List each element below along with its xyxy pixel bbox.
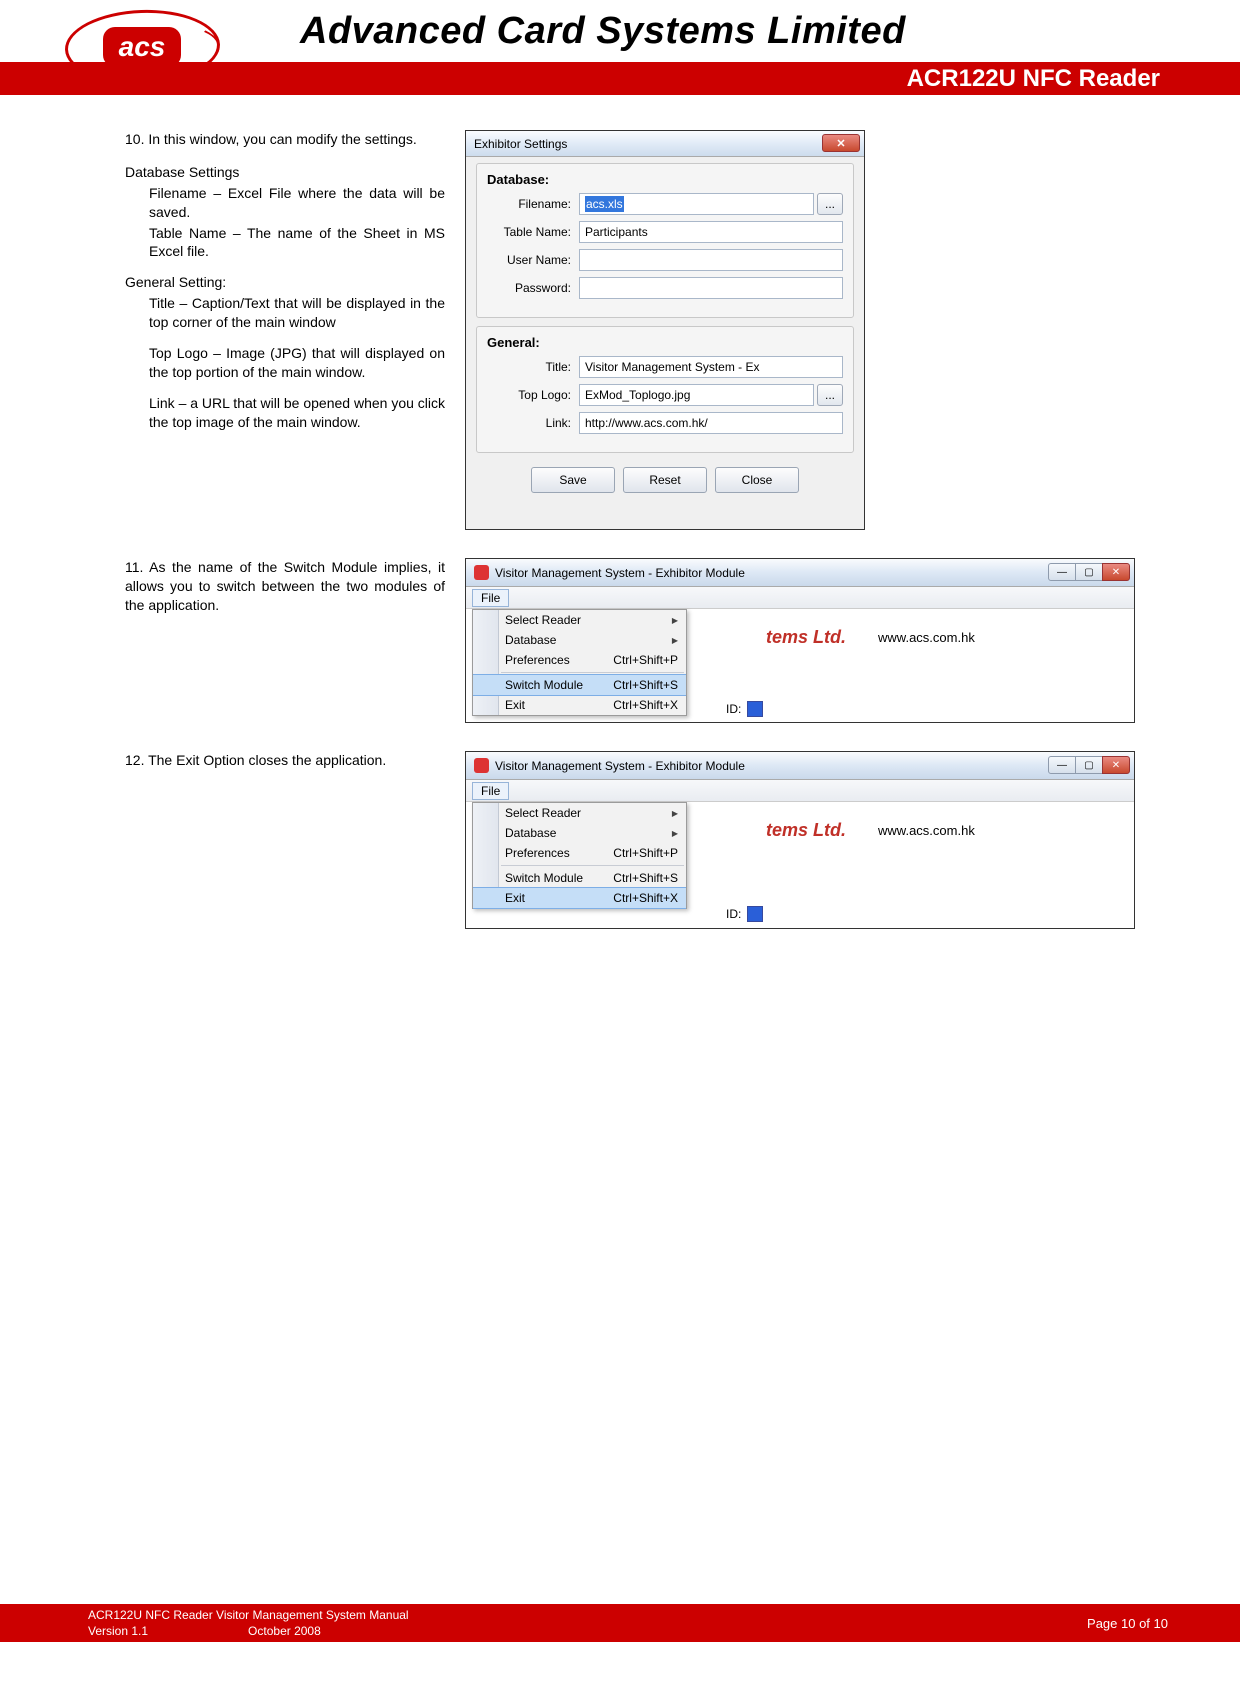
window-close-button[interactable]: ✕ <box>822 134 860 152</box>
company-url: www.acs.com.hk <box>878 823 975 838</box>
page-number: Page 10 of 10 <box>1087 1616 1168 1631</box>
close-window-button[interactable]: ✕ <box>1102 756 1130 774</box>
menu-bar-2: File <box>466 780 1134 802</box>
menu-switch-module[interactable]: Switch ModuleCtrl+Shift+S <box>473 868 686 888</box>
company-url: www.acs.com.hk <box>878 630 975 645</box>
switch-module-screenshot: Visitor Management System - Exhibitor Mo… <box>465 558 1135 723</box>
close-button[interactable]: Close <box>715 467 799 493</box>
step-10-text: 10. In this window, you can modify the s… <box>125 130 445 530</box>
password-input[interactable] <box>579 277 843 299</box>
menu-exit[interactable]: ExitCtrl+Shift+X <box>473 695 686 715</box>
step-12-row: 12. The Exit Option closes the applicati… <box>125 751 1137 929</box>
step-11-row: 11. As the name of the Switch Module imp… <box>125 558 1137 723</box>
step-12-para: 12. The Exit Option closes the applicati… <box>125 751 445 770</box>
header-bar: ACR122U NFC Reader <box>0 62 1240 95</box>
company-name: Advanced Card Systems Limited <box>300 10 906 53</box>
toplogo-input[interactable]: ExMod_Toplogo.jpg <box>579 384 814 406</box>
password-label: Password: <box>487 281 579 295</box>
page-header: acs Advanced Card Systems Limited ACR122… <box>0 0 1240 95</box>
step-12-text: 12. The Exit Option closes the applicati… <box>125 751 445 929</box>
db-tablename-desc: Table Name – The name of the Sheet in MS… <box>125 224 445 262</box>
exhibitor-settings-screenshot: Exhibitor Settings ✕ Database: Filename:… <box>465 130 865 530</box>
minimize-button[interactable]: — <box>1048 756 1076 774</box>
file-menu-2[interactable]: File <box>472 782 509 800</box>
exit-screenshot: Visitor Management System - Exhibitor Mo… <box>465 751 1135 929</box>
id-box-icon <box>747 701 763 717</box>
id-box-icon <box>747 906 763 922</box>
vms-titlebar-2: Visitor Management System - Exhibitor Mo… <box>466 752 1134 780</box>
gen-settings-heading: General Setting: <box>125 273 445 292</box>
database-group-label: Database: <box>487 172 843 187</box>
menu-select-reader[interactable]: Select Reader▶ <box>473 803 686 823</box>
chevron-right-icon: ▶ <box>672 829 678 838</box>
maximize-button[interactable]: ▢ <box>1075 563 1103 581</box>
general-group-label: General: <box>487 335 843 350</box>
page-footer: ACR122U NFC Reader Visitor Management Sy… <box>0 1604 1240 1642</box>
step-10-intro: 10. In this window, you can modify the s… <box>125 130 445 149</box>
username-input[interactable] <box>579 249 843 271</box>
toplogo-browse-button[interactable]: ... <box>817 384 843 406</box>
general-group: General: Title: Visitor Management Syste… <box>476 326 854 453</box>
company-partial: tems Ltd. <box>766 820 846 841</box>
gen-logo-desc: Top Logo – Image (JPG) that will display… <box>125 344 445 382</box>
menu-bar: File <box>466 587 1134 609</box>
database-group: Database: Filename: acs.xls ... Table Na… <box>476 163 854 318</box>
file-dropdown-2: Select Reader▶ Database▶ PreferencesCtrl… <box>472 802 687 909</box>
menu-preferences[interactable]: PreferencesCtrl+Shift+P <box>473 650 686 670</box>
footer-date: October 2008 <box>248 1624 321 1638</box>
tablename-label: Table Name: <box>487 225 579 239</box>
header-right-2: tems Ltd. www.acs.com.hk <box>766 820 975 841</box>
chevron-right-icon: ▶ <box>672 616 678 625</box>
vms-titlebar: Visitor Management System - Exhibitor Mo… <box>466 559 1134 587</box>
id-field-2: ID: <box>726 906 763 922</box>
company-partial: tems Ltd. <box>766 627 846 648</box>
vms-window-title-2: Visitor Management System - Exhibitor Mo… <box>495 759 745 773</box>
filename-label: Filename: <box>487 197 579 211</box>
id-field: ID: <box>726 701 763 717</box>
footer-version: Version 1.1 <box>88 1624 148 1638</box>
button-row: Save Reset Close <box>476 461 854 493</box>
footer-title: ACR122U NFC Reader Visitor Management Sy… <box>88 1608 409 1622</box>
chevron-right-icon: ▶ <box>672 809 678 818</box>
tablename-input[interactable]: Participants <box>579 221 843 243</box>
filename-browse-button[interactable]: ... <box>817 193 843 215</box>
menu-select-reader[interactable]: Select Reader▶ <box>473 610 686 630</box>
gen-title-desc: Title – Caption/Text that will be displa… <box>125 294 445 332</box>
maximize-button[interactable]: ▢ <box>1075 756 1103 774</box>
vms-window-title: Visitor Management System - Exhibitor Mo… <box>495 566 745 580</box>
file-dropdown: Select Reader▶ Database▶ PreferencesCtrl… <box>472 609 687 716</box>
page-content: 10. In this window, you can modify the s… <box>125 130 1137 957</box>
gen-link-desc: Link – a URL that will be opened when yo… <box>125 394 445 432</box>
chevron-right-icon: ▶ <box>672 636 678 645</box>
username-label: User Name: <box>487 253 579 267</box>
filename-input[interactable]: acs.xls <box>579 193 814 215</box>
menu-preferences[interactable]: PreferencesCtrl+Shift+P <box>473 843 686 863</box>
window-title: Exhibitor Settings <box>474 137 567 151</box>
db-filename-desc: Filename – Excel File where the data wil… <box>125 184 445 222</box>
step-10-row: 10. In this window, you can modify the s… <box>125 130 1137 530</box>
file-menu[interactable]: File <box>472 589 509 607</box>
window-titlebar: Exhibitor Settings ✕ <box>466 131 864 157</box>
save-button[interactable]: Save <box>531 467 615 493</box>
app-icon <box>474 758 489 773</box>
menu-database[interactable]: Database▶ <box>473 630 686 650</box>
reset-button[interactable]: Reset <box>623 467 707 493</box>
logo-text: acs <box>103 27 182 67</box>
step-11-para: 11. As the name of the Switch Module imp… <box>125 558 445 615</box>
toplogo-label: Top Logo: <box>487 388 579 402</box>
step-11-text: 11. As the name of the Switch Module imp… <box>125 558 445 723</box>
db-settings-heading: Database Settings <box>125 163 445 182</box>
menu-exit-hl[interactable]: ExitCtrl+Shift+X <box>473 887 686 909</box>
product-title: ACR122U NFC Reader <box>907 65 1160 93</box>
minimize-button[interactable]: — <box>1048 563 1076 581</box>
title-input[interactable]: Visitor Management System - Ex <box>579 356 843 378</box>
link-input[interactable]: http://www.acs.com.hk/ <box>579 412 843 434</box>
menu-database[interactable]: Database▶ <box>473 823 686 843</box>
menu-switch-module[interactable]: Switch ModuleCtrl+Shift+S <box>473 674 686 696</box>
header-right: tems Ltd. www.acs.com.hk <box>766 627 975 648</box>
app-icon <box>474 565 489 580</box>
close-window-button[interactable]: ✕ <box>1102 563 1130 581</box>
title-label: Title: <box>487 360 579 374</box>
link-label: Link: <box>487 416 579 430</box>
